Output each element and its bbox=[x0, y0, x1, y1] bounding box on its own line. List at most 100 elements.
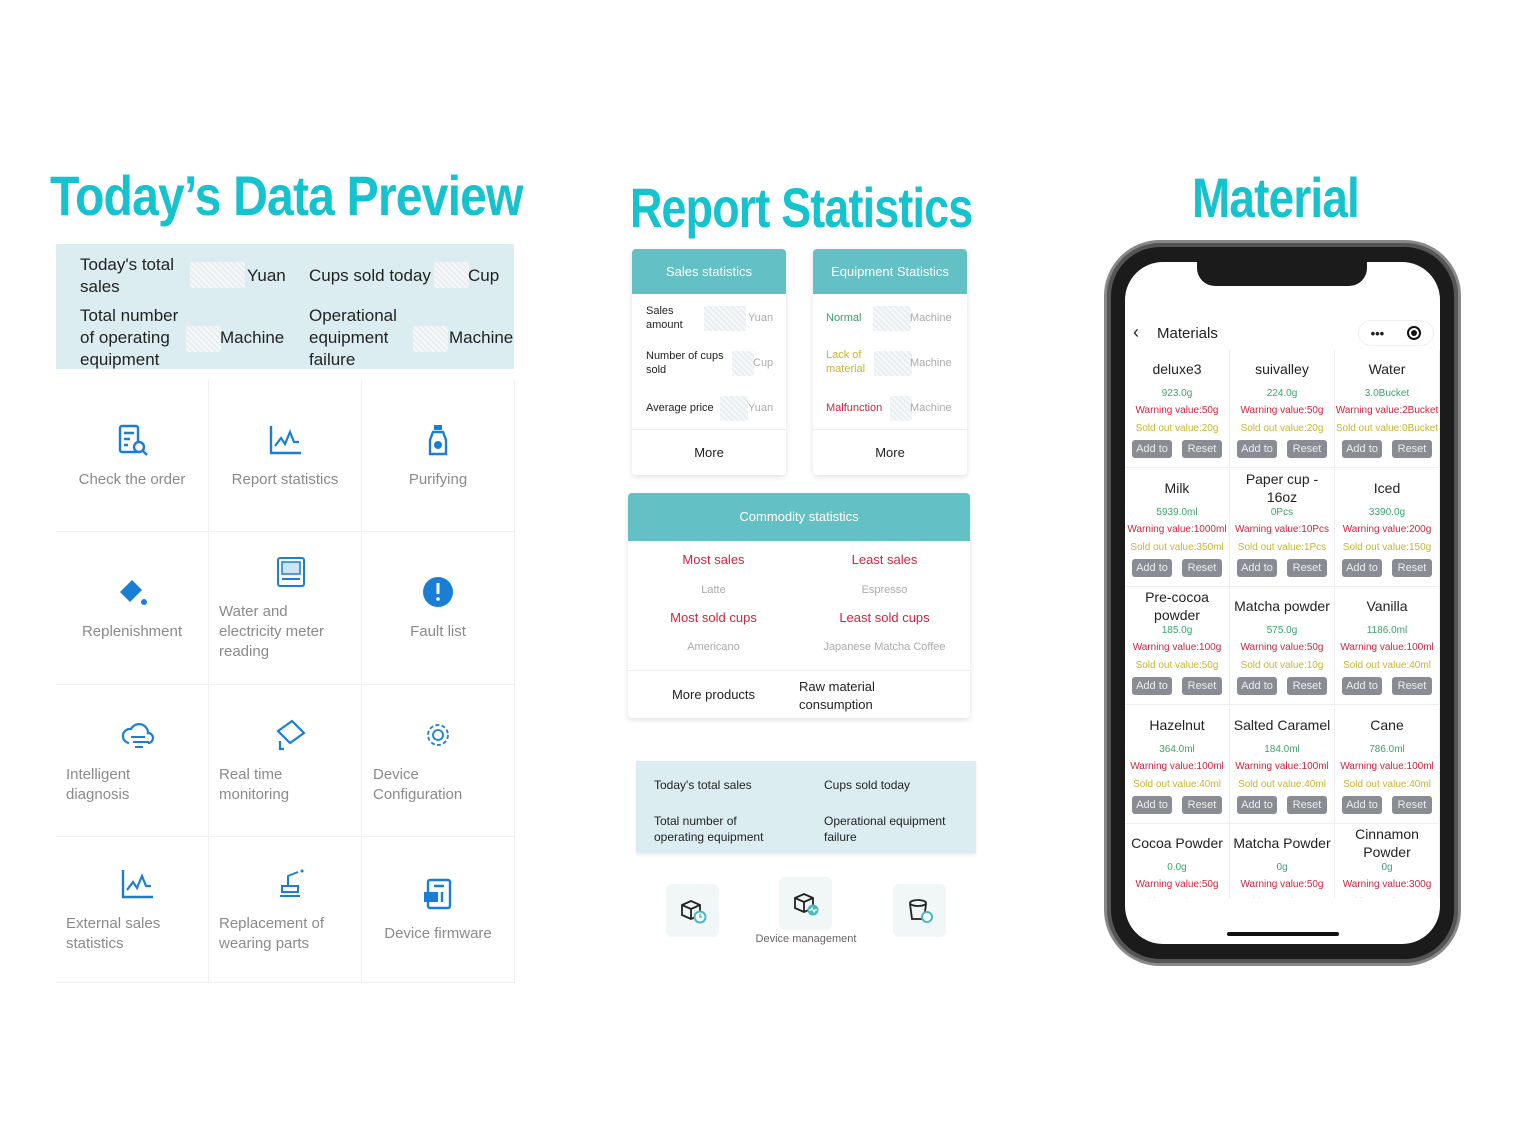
menu-item-device-firmware[interactable]: Device firmware bbox=[362, 837, 515, 983]
device-box-clock-button[interactable] bbox=[666, 884, 719, 937]
unit-label: Cup bbox=[468, 266, 500, 285]
material-name: Cane bbox=[1370, 716, 1404, 733]
most-cups-label: Most sold cups bbox=[670, 610, 757, 625]
equipment-more-button[interactable]: More bbox=[813, 429, 967, 475]
raw-material-button[interactable]: Raw material consumption bbox=[799, 679, 875, 712]
menu-item-label: Purifying bbox=[408, 470, 468, 488]
device-management-button[interactable] bbox=[779, 877, 832, 930]
close-target-icon[interactable] bbox=[1407, 326, 1422, 340]
most-sales-value: Latte bbox=[701, 584, 726, 596]
menu-item-fault-list[interactable]: Fault list bbox=[362, 532, 515, 685]
back-icon[interactable]: ‹ bbox=[1133, 322, 1139, 342]
menu-item-check-the-order[interactable]: Check the order bbox=[56, 380, 209, 532]
meter-icon bbox=[277, 557, 305, 587]
reset-button[interactable]: Reset bbox=[1392, 795, 1432, 814]
value-blurred bbox=[190, 262, 245, 288]
cleaner-bottle-icon bbox=[428, 424, 448, 455]
material-name: deluxe3 bbox=[1152, 361, 1202, 377]
reset-button[interactable]: Reset bbox=[1182, 795, 1222, 814]
most-cups-value: Americano bbox=[687, 641, 740, 653]
least-cups-value: Japanese Matcha Coffee bbox=[823, 641, 946, 653]
material-sold-out: Sold out value:0Bucket bbox=[1335, 423, 1439, 434]
reset-button[interactable]: Reset bbox=[1392, 558, 1432, 577]
row-label: Sales amount bbox=[646, 305, 683, 331]
add-to-button[interactable]: Add to bbox=[1132, 795, 1172, 814]
material-amount: 0g bbox=[1381, 862, 1393, 873]
material-card: Hazelnut 364.0ml Warning value:100ml Sold o… bbox=[1125, 705, 1230, 824]
menu-item-replacement-of-wearing-parts[interactable]: Replacement of wearing parts bbox=[209, 837, 362, 983]
material-name: Cinnamon Powder bbox=[1355, 826, 1419, 860]
reset-button[interactable]: Reset bbox=[1287, 440, 1327, 458]
equipment-statistics-card: Equipment Statistics Normal Machine Lack… bbox=[813, 249, 967, 475]
material-card: Cocoa Powder 0.0g Warning value:50g Sold ou… bbox=[1125, 824, 1230, 898]
menu-item-real-time-monitoring[interactable]: Real time monitoring bbox=[209, 685, 362, 837]
value-blurred bbox=[704, 306, 746, 331]
more-products-button[interactable]: More products bbox=[671, 687, 756, 702]
reset-button[interactable]: Reset bbox=[1287, 677, 1327, 695]
unit-label: Yuan bbox=[748, 312, 774, 324]
miniapp-capsule: ••• bbox=[1358, 320, 1434, 346]
material-card: Cinnamon Powder 0g Warning value:300g Sold … bbox=[1335, 824, 1440, 898]
add-to-button[interactable]: Add to bbox=[1237, 558, 1277, 577]
reset-button[interactable]: Reset bbox=[1287, 795, 1327, 814]
reset-button[interactable]: Reset bbox=[1287, 558, 1327, 577]
add-to-button[interactable]: Add to bbox=[1342, 677, 1382, 695]
cup-search-button[interactable] bbox=[893, 884, 946, 937]
unit-label: Yuan bbox=[247, 266, 286, 285]
material-warning: Warning value:200g bbox=[1342, 523, 1432, 535]
menu-item-report-statistics[interactable]: Report statistics bbox=[209, 380, 362, 532]
material-name: Hazelnut bbox=[1149, 716, 1205, 733]
menu-item-device-configuration[interactable]: Device Configuration bbox=[362, 685, 515, 837]
material-amount: 0g bbox=[1276, 862, 1288, 873]
add-to-button[interactable]: Add to bbox=[1342, 440, 1382, 458]
reset-button[interactable]: Reset bbox=[1392, 677, 1432, 695]
card-header: Equipment Statistics bbox=[813, 249, 967, 294]
reset-button[interactable]: Reset bbox=[1392, 440, 1432, 458]
firmware-icon bbox=[424, 878, 452, 909]
add-to-button[interactable]: Add to bbox=[1237, 795, 1277, 814]
menu-item-replenishment[interactable]: Replenishment bbox=[56, 532, 209, 685]
materials-grid: deluxe3 923.0g Warning value:50g Sold out v… bbox=[1125, 350, 1440, 898]
paint-bucket-icon bbox=[120, 580, 147, 605]
more-dots-icon[interactable]: ••• bbox=[1370, 325, 1385, 341]
today-summary-panel-2: Today's total sales Cups sold today Tota… bbox=[636, 761, 976, 853]
menu-item-water-and-electricity-meter-reading[interactable]: Water and electricity meter reading bbox=[209, 532, 362, 685]
add-to-button[interactable]: Add to bbox=[1132, 677, 1172, 695]
unit-label: Machine bbox=[910, 312, 952, 324]
material-sold-out: Sold out value:40ml bbox=[1133, 778, 1221, 790]
summary-failure-label: Operational equipment failure bbox=[309, 306, 397, 369]
add-to-button[interactable]: Add to bbox=[1132, 440, 1172, 458]
unit-label: Yuan bbox=[748, 402, 774, 414]
material-name: Salted Caramel bbox=[1233, 716, 1331, 733]
value-blurred bbox=[434, 262, 469, 288]
material-warning: Warning value:50g bbox=[1240, 405, 1324, 416]
add-to-button[interactable]: Add to bbox=[1237, 677, 1277, 695]
material-card: Milk 5939.0ml Warning value:1000ml Sold out… bbox=[1125, 468, 1230, 587]
add-to-button[interactable]: Add to bbox=[1342, 795, 1382, 814]
menu-item-label: Report statistics bbox=[231, 470, 339, 488]
reset-button[interactable]: Reset bbox=[1182, 558, 1222, 577]
menu-item-external-sales-statistics[interactable]: External sales statistics bbox=[56, 837, 209, 983]
summary-total-sales-label: Today's total sales bbox=[80, 255, 174, 296]
phone-notch bbox=[1197, 262, 1367, 286]
value-blurred bbox=[720, 396, 748, 421]
sales-more-button[interactable]: More bbox=[632, 429, 786, 475]
today-summary-panel: Today's total sales Yuan Cups sold today… bbox=[56, 244, 514, 369]
box-clock-icon bbox=[680, 899, 706, 923]
reset-button[interactable]: Reset bbox=[1182, 677, 1222, 695]
unit-label: Machine bbox=[910, 357, 952, 369]
menu-item-purifying[interactable]: Purifying bbox=[362, 380, 515, 532]
add-to-button[interactable]: Add to bbox=[1342, 558, 1382, 577]
add-to-button[interactable]: Add to bbox=[1237, 440, 1277, 458]
parts-icon bbox=[280, 869, 304, 897]
material-amount: 5939.0ml bbox=[1156, 506, 1198, 518]
material-sold-out: Sold out value:40ml bbox=[1343, 778, 1431, 790]
menu-item-intelligent-diagnosis[interactable]: Intelligent diagnosis bbox=[56, 685, 209, 837]
add-to-button[interactable]: Add to bbox=[1132, 558, 1172, 577]
row-label: Number of cups sold bbox=[646, 350, 724, 376]
reset-button[interactable]: Reset bbox=[1182, 440, 1222, 458]
value-blurred bbox=[873, 306, 911, 331]
material-card: Vanilla 1186.0ml Warning value:100ml Sold o… bbox=[1335, 587, 1440, 705]
section-title-material: Material bbox=[1192, 166, 1360, 229]
material-warning: Warning value:10Pcs bbox=[1234, 523, 1330, 535]
